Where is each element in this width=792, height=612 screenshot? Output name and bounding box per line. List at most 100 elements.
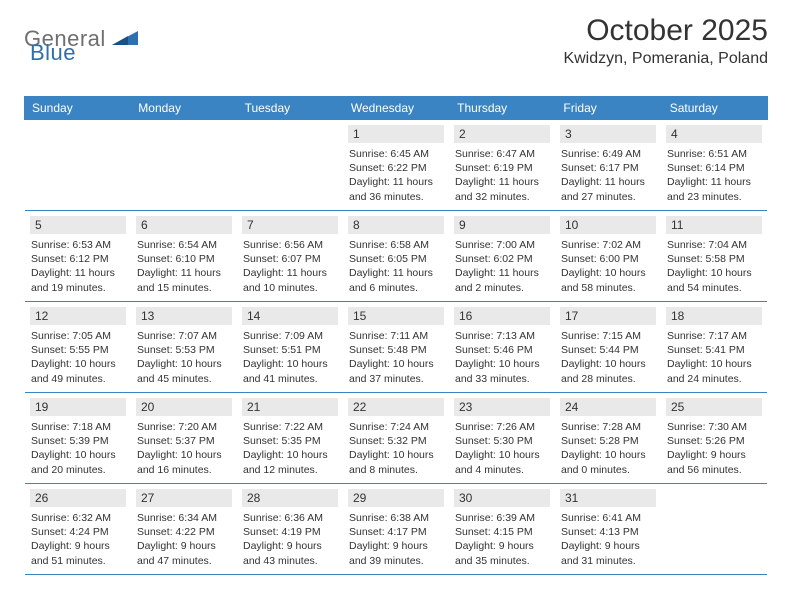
day-number: 10: [560, 216, 656, 234]
daylight-line: Daylight: 10 hours and 16 minutes.: [137, 448, 231, 476]
day-body: Sunrise: 7:11 AMSunset: 5:48 PMDaylight:…: [349, 329, 443, 386]
day-body: Sunrise: 7:20 AMSunset: 5:37 PMDaylight:…: [137, 420, 231, 477]
dow-cell: Friday: [555, 96, 661, 120]
sunrise-line: Sunrise: 6:45 AM: [349, 147, 443, 161]
dow-cell: Tuesday: [237, 96, 343, 120]
day-body: Sunrise: 6:41 AMSunset: 4:13 PMDaylight:…: [561, 511, 655, 568]
location: Kwidzyn, Pomerania, Poland: [563, 50, 768, 68]
daylight-line: Daylight: 10 hours and 45 minutes.: [137, 357, 231, 385]
day-body: Sunrise: 7:15 AMSunset: 5:44 PMDaylight:…: [561, 329, 655, 386]
sunset-line: Sunset: 5:26 PM: [667, 434, 761, 448]
daylight-line: Daylight: 10 hours and 33 minutes.: [455, 357, 549, 385]
day-number: 31: [560, 489, 656, 507]
day-number: 13: [136, 307, 232, 325]
daylight-line: Daylight: 10 hours and 20 minutes.: [31, 448, 125, 476]
sunrise-line: Sunrise: 7:22 AM: [243, 420, 337, 434]
sunrise-line: Sunrise: 7:30 AM: [667, 420, 761, 434]
dow-cell: Sunday: [24, 96, 130, 120]
day-cell: 15 Sunrise: 7:11 AMSunset: 5:48 PMDayligh…: [343, 302, 449, 392]
day-number: 30: [454, 489, 550, 507]
daylight-line: Daylight: 9 hours and 35 minutes.: [455, 539, 549, 567]
day-body: Sunrise: 7:05 AMSunset: 5:55 PMDaylight:…: [31, 329, 125, 386]
sunset-line: Sunset: 5:35 PM: [243, 434, 337, 448]
daylight-line: Daylight: 9 hours and 43 minutes.: [243, 539, 337, 567]
day-number: 21: [242, 398, 338, 416]
sunrise-line: Sunrise: 6:54 AM: [137, 238, 231, 252]
daylight-line: Daylight: 11 hours and 36 minutes.: [349, 175, 443, 203]
sunset-line: Sunset: 5:51 PM: [243, 343, 337, 357]
sunset-line: Sunset: 6:14 PM: [667, 161, 761, 175]
day-cell: 26Sunrise: 6:32 AMSunset: 4:24 PMDayligh…: [25, 484, 131, 574]
sunset-line: Sunset: 4:19 PM: [243, 525, 337, 539]
daylight-line: Daylight: 11 hours and 6 minutes.: [349, 266, 443, 294]
day-number: 1: [348, 125, 444, 143]
day-number: 23: [454, 398, 550, 416]
day-body: Sunrise: 6:58 AMSunset: 6:05 PMDaylight:…: [349, 238, 443, 295]
day-cell: [237, 120, 343, 210]
sunset-line: Sunset: 6:19 PM: [455, 161, 549, 175]
day-cell: 25Sunrise: 7:30 AMSunset: 5:26 PMDayligh…: [661, 393, 767, 483]
day-number: 28: [242, 489, 338, 507]
day-cell: 29Sunrise: 6:38 AMSunset: 4:17 PMDayligh…: [343, 484, 449, 574]
daylight-line: Daylight: 10 hours and 12 minutes.: [243, 448, 337, 476]
daylight-line: Daylight: 10 hours and 41 minutes.: [243, 357, 337, 385]
week-row: 5Sunrise: 6:53 AMSunset: 6:12 PMDaylight…: [25, 211, 767, 302]
day-cell: 13Sunrise: 7:07 AMSunset: 5:53 PMDayligh…: [131, 302, 237, 392]
sunset-line: Sunset: 6:22 PM: [349, 161, 443, 175]
day-body: Sunrise: 6:54 AMSunset: 6:10 PMDaylight:…: [137, 238, 231, 295]
day-cell: 4Sunrise: 6:51 AMSunset: 6:14 PMDaylight…: [661, 120, 767, 210]
day-cell: 9Sunrise: 7:00 AMSunset: 6:02 PMDaylight…: [449, 211, 555, 301]
day-cell: 11Sunrise: 7:04 AMSunset: 5:58 PMDayligh…: [661, 211, 767, 301]
sunrise-line: Sunrise: 6:49 AM: [561, 147, 655, 161]
sunrise-line: Sunrise: 6:51 AM: [667, 147, 761, 161]
sunset-line: Sunset: 6:12 PM: [31, 252, 125, 266]
sunrise-line: Sunrise: 7:17 AM: [667, 329, 761, 343]
day-cell: 31 Sunrise: 6:41 AMSunset: 4:13 PMDayligh…: [555, 484, 661, 574]
day-number: 17: [560, 307, 656, 325]
sunrise-line: Sunrise: 7:11 AM: [349, 329, 443, 343]
sunrise-line: Sunrise: 6:56 AM: [243, 238, 337, 252]
daylight-line: Daylight: 10 hours and 28 minutes.: [561, 357, 655, 385]
week-row: 19Sunrise: 7:18 AMSunset: 5:39 PMDayligh…: [25, 393, 767, 484]
sunset-line: Sunset: 5:53 PM: [137, 343, 231, 357]
logo-line2: Blue: [30, 40, 76, 66]
day-body: Sunrise: 6:34 AMSunset: 4:22 PMDaylight:…: [137, 511, 231, 568]
sunset-line: Sunset: 6:00 PM: [561, 252, 655, 266]
day-cell: 8Sunrise: 6:58 AMSunset: 6:05 PMDaylight…: [343, 211, 449, 301]
day-body: Sunrise: 7:30 AMSunset: 5:26 PMDaylight:…: [667, 420, 761, 477]
sunset-line: Sunset: 6:07 PM: [243, 252, 337, 266]
day-body: Sunrise: 6:39 AMSunset: 4:15 PMDaylight:…: [455, 511, 549, 568]
sunrise-line: Sunrise: 6:58 AM: [349, 238, 443, 252]
daylight-line: Daylight: 10 hours and 58 minutes.: [561, 266, 655, 294]
daylight-line: Daylight: 10 hours and 37 minutes.: [349, 357, 443, 385]
sunrise-line: Sunrise: 6:41 AM: [561, 511, 655, 525]
day-number: 15: [348, 307, 444, 325]
daylight-line: Daylight: 11 hours and 10 minutes.: [243, 266, 337, 294]
sunset-line: Sunset: 4:17 PM: [349, 525, 443, 539]
sunset-line: Sunset: 6:10 PM: [137, 252, 231, 266]
day-number: 14: [242, 307, 338, 325]
daylight-line: Daylight: 9 hours and 31 minutes.: [561, 539, 655, 567]
day-cell: 7Sunrise: 6:56 AMSunset: 6:07 PMDaylight…: [237, 211, 343, 301]
day-cell: 24Sunrise: 7:28 AMSunset: 5:28 PMDayligh…: [555, 393, 661, 483]
week-row: 12 Sunrise: 7:05 AMSunset: 5:55 PMDayligh…: [25, 302, 767, 393]
daylight-line: Daylight: 10 hours and 54 minutes.: [667, 266, 761, 294]
day-body: Sunrise: 7:09 AMSunset: 5:51 PMDaylight:…: [243, 329, 337, 386]
sunset-line: Sunset: 5:41 PM: [667, 343, 761, 357]
day-body: Sunrise: 7:24 AMSunset: 5:32 PMDaylight:…: [349, 420, 443, 477]
daylight-line: Daylight: 11 hours and 15 minutes.: [137, 266, 231, 294]
day-of-week-row: SundayMondayTuesdayWednesdayThursdayFrid…: [24, 96, 768, 120]
sunset-line: Sunset: 4:15 PM: [455, 525, 549, 539]
day-cell: 1 Sunrise: 6:45 AMSunset: 6:22 PMDaylight…: [343, 120, 449, 210]
day-number: 12: [30, 307, 126, 325]
day-body: Sunrise: 7:26 AMSunset: 5:30 PMDaylight:…: [455, 420, 549, 477]
day-cell: [661, 484, 767, 574]
sunrise-line: Sunrise: 7:00 AM: [455, 238, 549, 252]
day-number: 6: [136, 216, 232, 234]
logo-text-blue: Blue: [30, 40, 76, 65]
week-row: 1 Sunrise: 6:45 AMSunset: 6:22 PMDaylight…: [25, 120, 767, 211]
daylight-line: Daylight: 9 hours and 51 minutes.: [31, 539, 125, 567]
day-number: 26: [30, 489, 126, 507]
sunset-line: Sunset: 5:28 PM: [561, 434, 655, 448]
title-block: October 2025 Kwidzyn, Pomerania, Poland: [563, 14, 768, 68]
